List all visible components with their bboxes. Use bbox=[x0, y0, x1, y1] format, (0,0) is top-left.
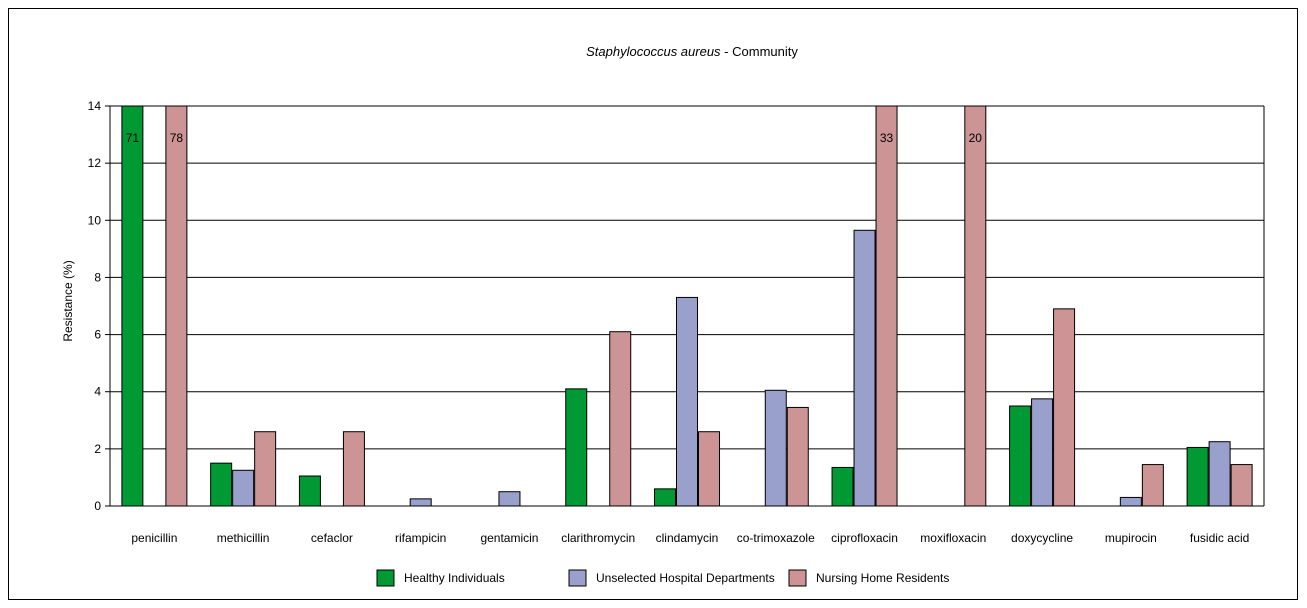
bar-clindamycin-series-1 bbox=[676, 296, 698, 507]
x-tick-label: clindamycin bbox=[656, 531, 719, 545]
legend-swatch bbox=[788, 569, 807, 587]
x-tick-label: penicillin bbox=[131, 531, 177, 545]
legend-label: Nursing Home Residents bbox=[816, 571, 949, 585]
x-tick-label: clarithromycin bbox=[561, 531, 635, 545]
legend-label: Healthy Individuals bbox=[404, 571, 505, 585]
overflow-labels: 71 78 33 20 bbox=[126, 131, 983, 145]
x-tick-label: fusidic acid bbox=[1190, 531, 1249, 545]
bar-clindamycin-series-0 bbox=[654, 488, 676, 507]
overflow-value-label: 78 bbox=[170, 131, 184, 145]
x-tick-label: mupirocin bbox=[1105, 531, 1157, 545]
legend: Healthy Individuals Unselected Hospital D… bbox=[376, 569, 949, 587]
x-tick-label: rifampicin bbox=[395, 531, 446, 545]
y-tick-label: 4 bbox=[94, 385, 101, 399]
x-tick-label: cefaclor bbox=[311, 531, 353, 545]
legend-swatch bbox=[376, 569, 395, 587]
bar-co-trimoxazole-series-2 bbox=[786, 406, 809, 507]
x-tick-label: gentamicin bbox=[480, 531, 538, 545]
x-tick-label: methicillin bbox=[217, 531, 270, 545]
y-tick-label: 14 bbox=[88, 99, 102, 113]
bar-doxycycline-series-2 bbox=[1053, 308, 1076, 507]
bar-ciprofloxacin-series-2 bbox=[875, 105, 898, 507]
chart-title-italic: Staphylococcus aureus bbox=[586, 44, 721, 59]
bar-methicillin-series-2 bbox=[254, 431, 277, 507]
bar-doxycycline-series-1 bbox=[1031, 398, 1054, 507]
bar-fusidic-acid-series-2 bbox=[1230, 464, 1253, 507]
y-tick-label: 0 bbox=[94, 499, 101, 513]
bar-rifampicin-series-1 bbox=[409, 498, 432, 507]
bar-mupirocin-series-2 bbox=[1141, 464, 1164, 507]
y-tick-label: 12 bbox=[88, 156, 102, 170]
bar-cefaclor-series-0 bbox=[298, 475, 321, 507]
bar-fusidic-acid-series-0 bbox=[1186, 446, 1209, 507]
bar-fusidic-acid-series-1 bbox=[1208, 441, 1231, 507]
bar-gentamicin-series-1 bbox=[498, 491, 521, 507]
bar-methicillin-series-1 bbox=[232, 469, 255, 507]
overflow-value-label: 33 bbox=[880, 131, 894, 145]
legend-label: Unselected Hospital Departments bbox=[596, 571, 775, 585]
y-tick-label: 10 bbox=[88, 213, 102, 227]
y-tick-label: 2 bbox=[94, 442, 101, 456]
bar-clindamycin-series-2 bbox=[698, 431, 720, 507]
y-tick-label: 8 bbox=[94, 270, 101, 284]
x-tick-label: co-trimoxazole bbox=[737, 531, 815, 545]
bar-ciprofloxacin-series-1 bbox=[853, 229, 876, 507]
axes bbox=[109, 106, 1265, 507]
bar-mupirocin-series-1 bbox=[1119, 496, 1142, 507]
legend-swatch bbox=[568, 569, 587, 587]
bar-clarithromycin-series-0 bbox=[565, 388, 588, 507]
bar-co-trimoxazole-series-1 bbox=[764, 389, 787, 507]
bar-moxifloxacin-series-2 bbox=[964, 105, 987, 507]
bar-doxycycline-series-0 bbox=[1009, 405, 1032, 507]
bars bbox=[121, 105, 1253, 507]
chart: Staphylococcus aureus - Community Resist… bbox=[61, 44, 1265, 587]
bar-cefaclor-series-2 bbox=[342, 431, 365, 507]
x-ticks: penicillin methicillin cefaclor rifampicin g… bbox=[131, 531, 1249, 545]
overflow-value-label: 71 bbox=[126, 131, 140, 145]
chart-title: Staphylococcus aureus - Community bbox=[586, 44, 798, 59]
chart-title-rest: - Community bbox=[721, 44, 799, 59]
y-ticks: 0 2 4 6 8 10 12 14 bbox=[88, 99, 110, 513]
x-tick-label: ciprofloxacin bbox=[831, 531, 898, 545]
bar-penicillin-series-0 bbox=[121, 105, 144, 507]
y-axis-label: Resistance (%) bbox=[61, 260, 75, 341]
x-tick-label: doxycycline bbox=[1011, 531, 1073, 545]
overflow-value-label: 20 bbox=[969, 131, 983, 145]
x-tick-label: moxifloxacin bbox=[920, 531, 986, 545]
bar-clarithromycin-series-2 bbox=[609, 331, 632, 507]
chart-frame: Staphylococcus aureus - Community Resist… bbox=[8, 8, 1298, 600]
y-tick-label: 6 bbox=[94, 328, 101, 342]
bar-methicillin-series-0 bbox=[210, 462, 233, 507]
bar-ciprofloxacin-series-0 bbox=[831, 466, 854, 507]
bar-penicillin-series-2 bbox=[165, 105, 188, 507]
